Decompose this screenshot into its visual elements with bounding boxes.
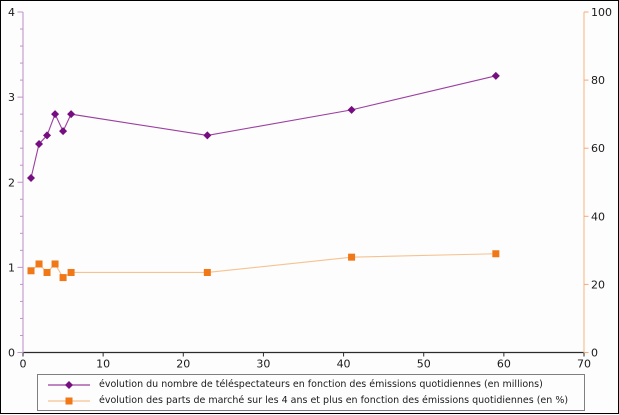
data-point-diamond: [27, 173, 36, 182]
legend-item-viewers: évolution du nombre de téléspectateurs e…: [38, 377, 584, 393]
right-tick-label: 60: [591, 142, 605, 155]
x-tick-label: 50: [417, 358, 431, 371]
legend-diamond-marker: [48, 381, 90, 389]
data-point-diamond: [35, 139, 44, 148]
left-tick-label: 4: [8, 6, 15, 19]
data-point-square: [43, 268, 51, 276]
data-point-diamond: [67, 110, 76, 119]
legend-square-marker: [48, 397, 90, 405]
x-tick-label: 20: [176, 358, 190, 371]
left-axis: 0 1 2 3 4: [8, 6, 24, 360]
data-point-diamond: [203, 131, 212, 140]
x-tick-label: 60: [497, 358, 511, 371]
right-tick-label: 80: [591, 74, 605, 87]
legend-label-market-share: évolution des parts de marché sur les 4 …: [99, 395, 569, 406]
left-tick-label: 3: [8, 91, 15, 104]
legend-label-viewers: évolution du nombre de téléspectateurs e…: [99, 379, 543, 390]
market-share-line: [30, 253, 496, 279]
right-tick-label: 100: [591, 6, 612, 19]
legend-item-market-share: évolution des parts de marché sur les 4 …: [38, 393, 584, 409]
data-point-diamond: [347, 105, 356, 114]
x-tick-label: 40: [337, 358, 351, 371]
data-point-square: [348, 253, 356, 261]
right-tick-label: 0: [591, 347, 598, 360]
right-tick-label: 40: [591, 210, 605, 223]
x-tick-label: 10: [96, 358, 110, 371]
x-tick-label: 70: [577, 358, 591, 371]
data-point-diamond: [43, 131, 52, 140]
left-tick-label: 1: [8, 261, 15, 274]
viewers-line: [30, 75, 496, 179]
left-tick-label: 2: [8, 176, 15, 189]
x-tick-label: 30: [256, 358, 270, 371]
data-point-square: [59, 274, 67, 282]
x-axis: 0 10 20 30 40 50 60 70: [20, 351, 591, 371]
market-share-series: [27, 250, 500, 282]
left-tick-label: 0: [8, 347, 15, 360]
data-point-square: [35, 260, 43, 268]
data-point-diamond: [59, 127, 68, 136]
viewers-series: [27, 71, 500, 182]
data-point-square: [67, 268, 75, 276]
legend: évolution du nombre de téléspectateurs e…: [37, 374, 585, 411]
data-point-diamond: [491, 71, 500, 80]
data-point-square: [51, 260, 59, 268]
right-tick-label: 20: [591, 278, 605, 291]
data-point-square: [492, 250, 500, 258]
data-point-square: [203, 268, 211, 276]
data-point-square: [27, 267, 35, 275]
right-axis: 0 20 40 60 80 100: [583, 6, 612, 360]
data-point-diamond: [51, 110, 60, 119]
x-tick-label: 0: [20, 358, 27, 371]
